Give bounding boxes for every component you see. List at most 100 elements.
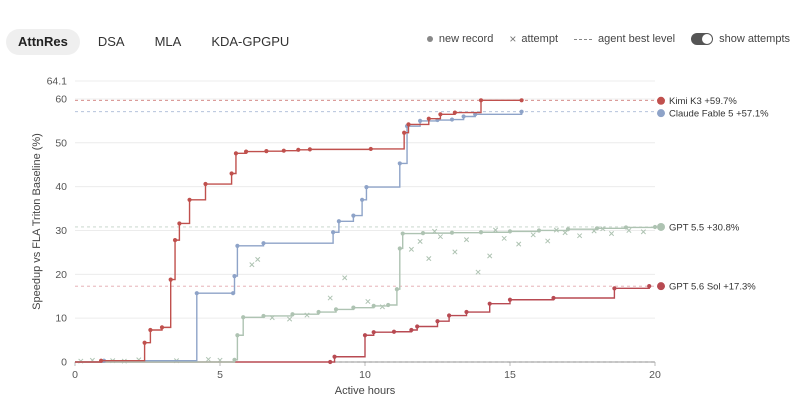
record-point	[551, 295, 556, 301]
tab-dsa[interactable]: DSA	[97, 34, 125, 49]
attempt-marker	[287, 316, 293, 322]
top-bar: AttnRes DSA MLA KDA-GPGPU new record × a…	[0, 0, 800, 76]
record-point	[449, 230, 455, 235]
series-end-dot	[657, 96, 665, 105]
series-end-label: Claude Fable 5 +57.1%	[669, 108, 769, 119]
attempt-cross-stroke	[205, 356, 211, 362]
tab-kda-gpgpu[interactable]: KDA-GPGPU	[211, 34, 290, 49]
y-tick-label: 30	[55, 225, 67, 237]
record-point	[364, 184, 369, 190]
record-point	[235, 333, 240, 338]
record-point	[232, 357, 237, 362]
attempt-marker	[640, 229, 646, 235]
tab-attnres[interactable]: AttnRes	[6, 29, 80, 55]
record-point	[360, 197, 365, 202]
record-point	[623, 225, 629, 230]
attempt-cross-stroke	[437, 234, 443, 240]
attempt-marker	[437, 234, 443, 240]
record-point	[99, 358, 104, 363]
record-point	[402, 130, 407, 135]
series-end-dot	[657, 282, 665, 291]
record-point	[652, 224, 658, 230]
record-point	[235, 243, 240, 248]
toggle-knob	[702, 34, 713, 44]
series-end-dot	[657, 222, 665, 231]
record-point	[230, 291, 236, 296]
attempt-cross-stroke	[608, 231, 615, 237]
dashed-line-icon	[574, 38, 593, 40]
record-point	[386, 302, 391, 308]
attempt-marker	[501, 235, 507, 241]
attempt-cross-stroke	[487, 253, 493, 259]
x-tick-label: 10	[359, 369, 371, 381]
attempt-marker	[475, 269, 481, 275]
series-end-label: Kimi K3 +59.7%	[669, 96, 737, 107]
record-point	[473, 112, 478, 117]
attempt-cross-stroke	[626, 227, 632, 234]
record-point	[261, 241, 266, 246]
record-point	[290, 312, 295, 317]
attempt-cross-stroke	[501, 235, 507, 241]
record-point	[452, 110, 457, 115]
record-point	[519, 109, 524, 114]
attempt-cross-stroke	[463, 237, 470, 243]
legend-agent-best: agent best level	[574, 33, 675, 45]
chart-legend: new record × attempt agent best level sh…	[411, 33, 790, 45]
record-point	[194, 291, 199, 296]
record-point	[464, 309, 469, 315]
record-point	[368, 146, 373, 152]
series-end-label: GPT 5.6 Sol +17.3%	[669, 281, 756, 292]
record-point	[397, 161, 402, 166]
attempt-marker	[249, 262, 255, 268]
record-point	[415, 324, 420, 329]
record-point	[394, 287, 399, 292]
cross-icon: ×	[509, 31, 517, 46]
record-point	[351, 305, 356, 310]
x-tick-label: 0	[72, 369, 78, 381]
record-point	[316, 309, 321, 315]
record-point	[233, 151, 239, 156]
record-point	[371, 303, 376, 308]
attempt-cross-stroke	[417, 238, 423, 244]
record-point	[351, 213, 356, 218]
attempt-cross-stroke	[249, 262, 255, 268]
record-point	[168, 277, 173, 282]
attempt-cross-stroke	[255, 256, 261, 262]
y-tick-label: 10	[55, 313, 67, 325]
show-attempts-toggle[interactable]	[691, 33, 714, 45]
x-tick-label: 5	[217, 369, 223, 381]
y-tick-label: 50	[55, 137, 67, 149]
record-point	[371, 330, 376, 335]
attempt-cross-stroke	[365, 298, 371, 305]
record-point	[261, 313, 266, 319]
record-point	[244, 149, 249, 154]
series-end-dot	[657, 109, 665, 118]
record-point	[519, 98, 524, 103]
record-point	[647, 284, 652, 289]
record-point	[332, 354, 337, 359]
y-axis-label: Speedup vs FLA Triton Baseline (%)	[31, 133, 43, 310]
record-point	[203, 181, 208, 187]
record-point	[159, 325, 165, 330]
attempt-marker	[426, 255, 432, 262]
legend-attempt-label: attempt	[521, 33, 559, 45]
attempt-marker	[452, 249, 458, 255]
attempt-marker	[408, 246, 414, 252]
show-attempts-control[interactable]: show attempts	[691, 33, 790, 45]
record-point	[612, 286, 617, 291]
attempt-cross-stroke	[545, 238, 551, 244]
record-point	[281, 148, 286, 153]
record-point	[142, 340, 147, 345]
dot-icon	[426, 36, 433, 42]
record-point	[148, 327, 153, 333]
record-point	[400, 231, 405, 236]
record-point	[333, 307, 339, 312]
record-point	[331, 230, 336, 235]
attempt-marker	[255, 256, 261, 262]
tab-mla[interactable]: MLA	[154, 34, 182, 49]
record-point	[435, 319, 440, 324]
record-point	[397, 246, 402, 251]
record-point	[487, 301, 492, 306]
series-end-label: GPT 5.5 +30.8%	[669, 222, 740, 233]
attempt-cross-stroke	[475, 269, 481, 275]
